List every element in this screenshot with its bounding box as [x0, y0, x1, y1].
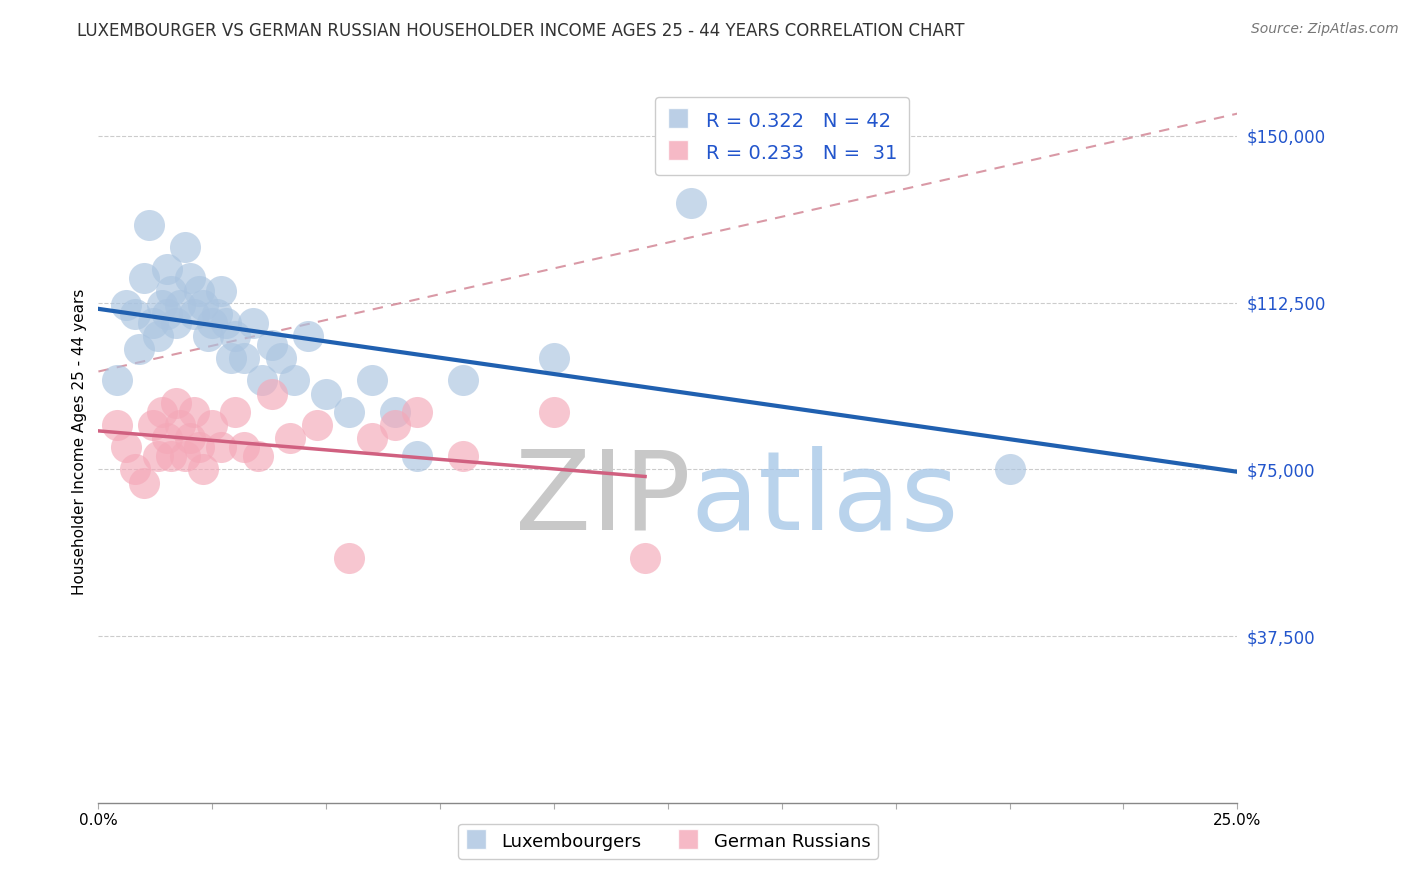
Point — [260, 386, 283, 401]
Point — [146, 449, 169, 463]
Point — [634, 551, 657, 566]
Text: LUXEMBOURGER VS GERMAN RUSSIAN HOUSEHOLDER INCOME AGES 25 - 44 YEARS CORRELATION: LUXEMBOURGER VS GERMAN RUSSIAN HOUSEHOLD… — [77, 22, 965, 40]
Point — [360, 431, 382, 445]
Point — [543, 351, 565, 366]
Point — [150, 298, 173, 312]
Point — [384, 417, 406, 432]
Point — [169, 298, 191, 312]
Point — [165, 395, 187, 409]
Point — [209, 285, 232, 299]
Point — [307, 417, 329, 432]
Point — [156, 431, 179, 445]
Point — [201, 316, 224, 330]
Point — [179, 271, 201, 285]
Point — [114, 440, 136, 454]
Point — [124, 307, 146, 321]
Point — [215, 316, 238, 330]
Point — [337, 404, 360, 418]
Point — [406, 449, 429, 463]
Point — [124, 462, 146, 476]
Point — [384, 404, 406, 418]
Point — [138, 218, 160, 232]
Point — [193, 298, 215, 312]
Text: atlas: atlas — [690, 446, 959, 553]
Point — [233, 351, 256, 366]
Text: Source: ZipAtlas.com: Source: ZipAtlas.com — [1251, 22, 1399, 37]
Point — [183, 404, 205, 418]
Point — [105, 373, 128, 387]
Point — [278, 431, 301, 445]
Point — [169, 417, 191, 432]
Legend: Luxembourgers, German Russians: Luxembourgers, German Russians — [458, 823, 877, 859]
Text: ZIP: ZIP — [515, 446, 690, 553]
Point — [142, 316, 165, 330]
Point — [219, 351, 242, 366]
Point — [165, 316, 187, 330]
Point — [315, 386, 337, 401]
Point — [128, 343, 150, 357]
Point — [260, 338, 283, 352]
Point — [174, 449, 197, 463]
Point — [360, 373, 382, 387]
Point — [187, 440, 209, 454]
Point — [183, 307, 205, 321]
Point — [142, 417, 165, 432]
Point — [543, 404, 565, 418]
Point — [252, 373, 274, 387]
Point — [197, 329, 219, 343]
Point — [201, 417, 224, 432]
Point — [406, 404, 429, 418]
Point — [205, 307, 228, 321]
Point — [179, 431, 201, 445]
Point — [150, 404, 173, 418]
Point — [224, 329, 246, 343]
Point — [156, 307, 179, 321]
Point — [270, 351, 292, 366]
Point — [337, 551, 360, 566]
Point — [283, 373, 305, 387]
Point — [233, 440, 256, 454]
Point — [114, 298, 136, 312]
Point — [187, 285, 209, 299]
Point — [146, 329, 169, 343]
Point — [246, 449, 269, 463]
Point — [224, 404, 246, 418]
Point — [998, 462, 1021, 476]
Point — [105, 417, 128, 432]
Point — [132, 475, 155, 490]
Point — [451, 373, 474, 387]
Point — [679, 195, 702, 210]
Point — [193, 462, 215, 476]
Point — [209, 440, 232, 454]
Point — [160, 449, 183, 463]
Point — [132, 271, 155, 285]
Point — [174, 240, 197, 254]
Point — [160, 285, 183, 299]
Point — [242, 316, 264, 330]
Point — [156, 262, 179, 277]
Y-axis label: Householder Income Ages 25 - 44 years: Householder Income Ages 25 - 44 years — [72, 288, 87, 595]
Point — [297, 329, 319, 343]
Point — [451, 449, 474, 463]
